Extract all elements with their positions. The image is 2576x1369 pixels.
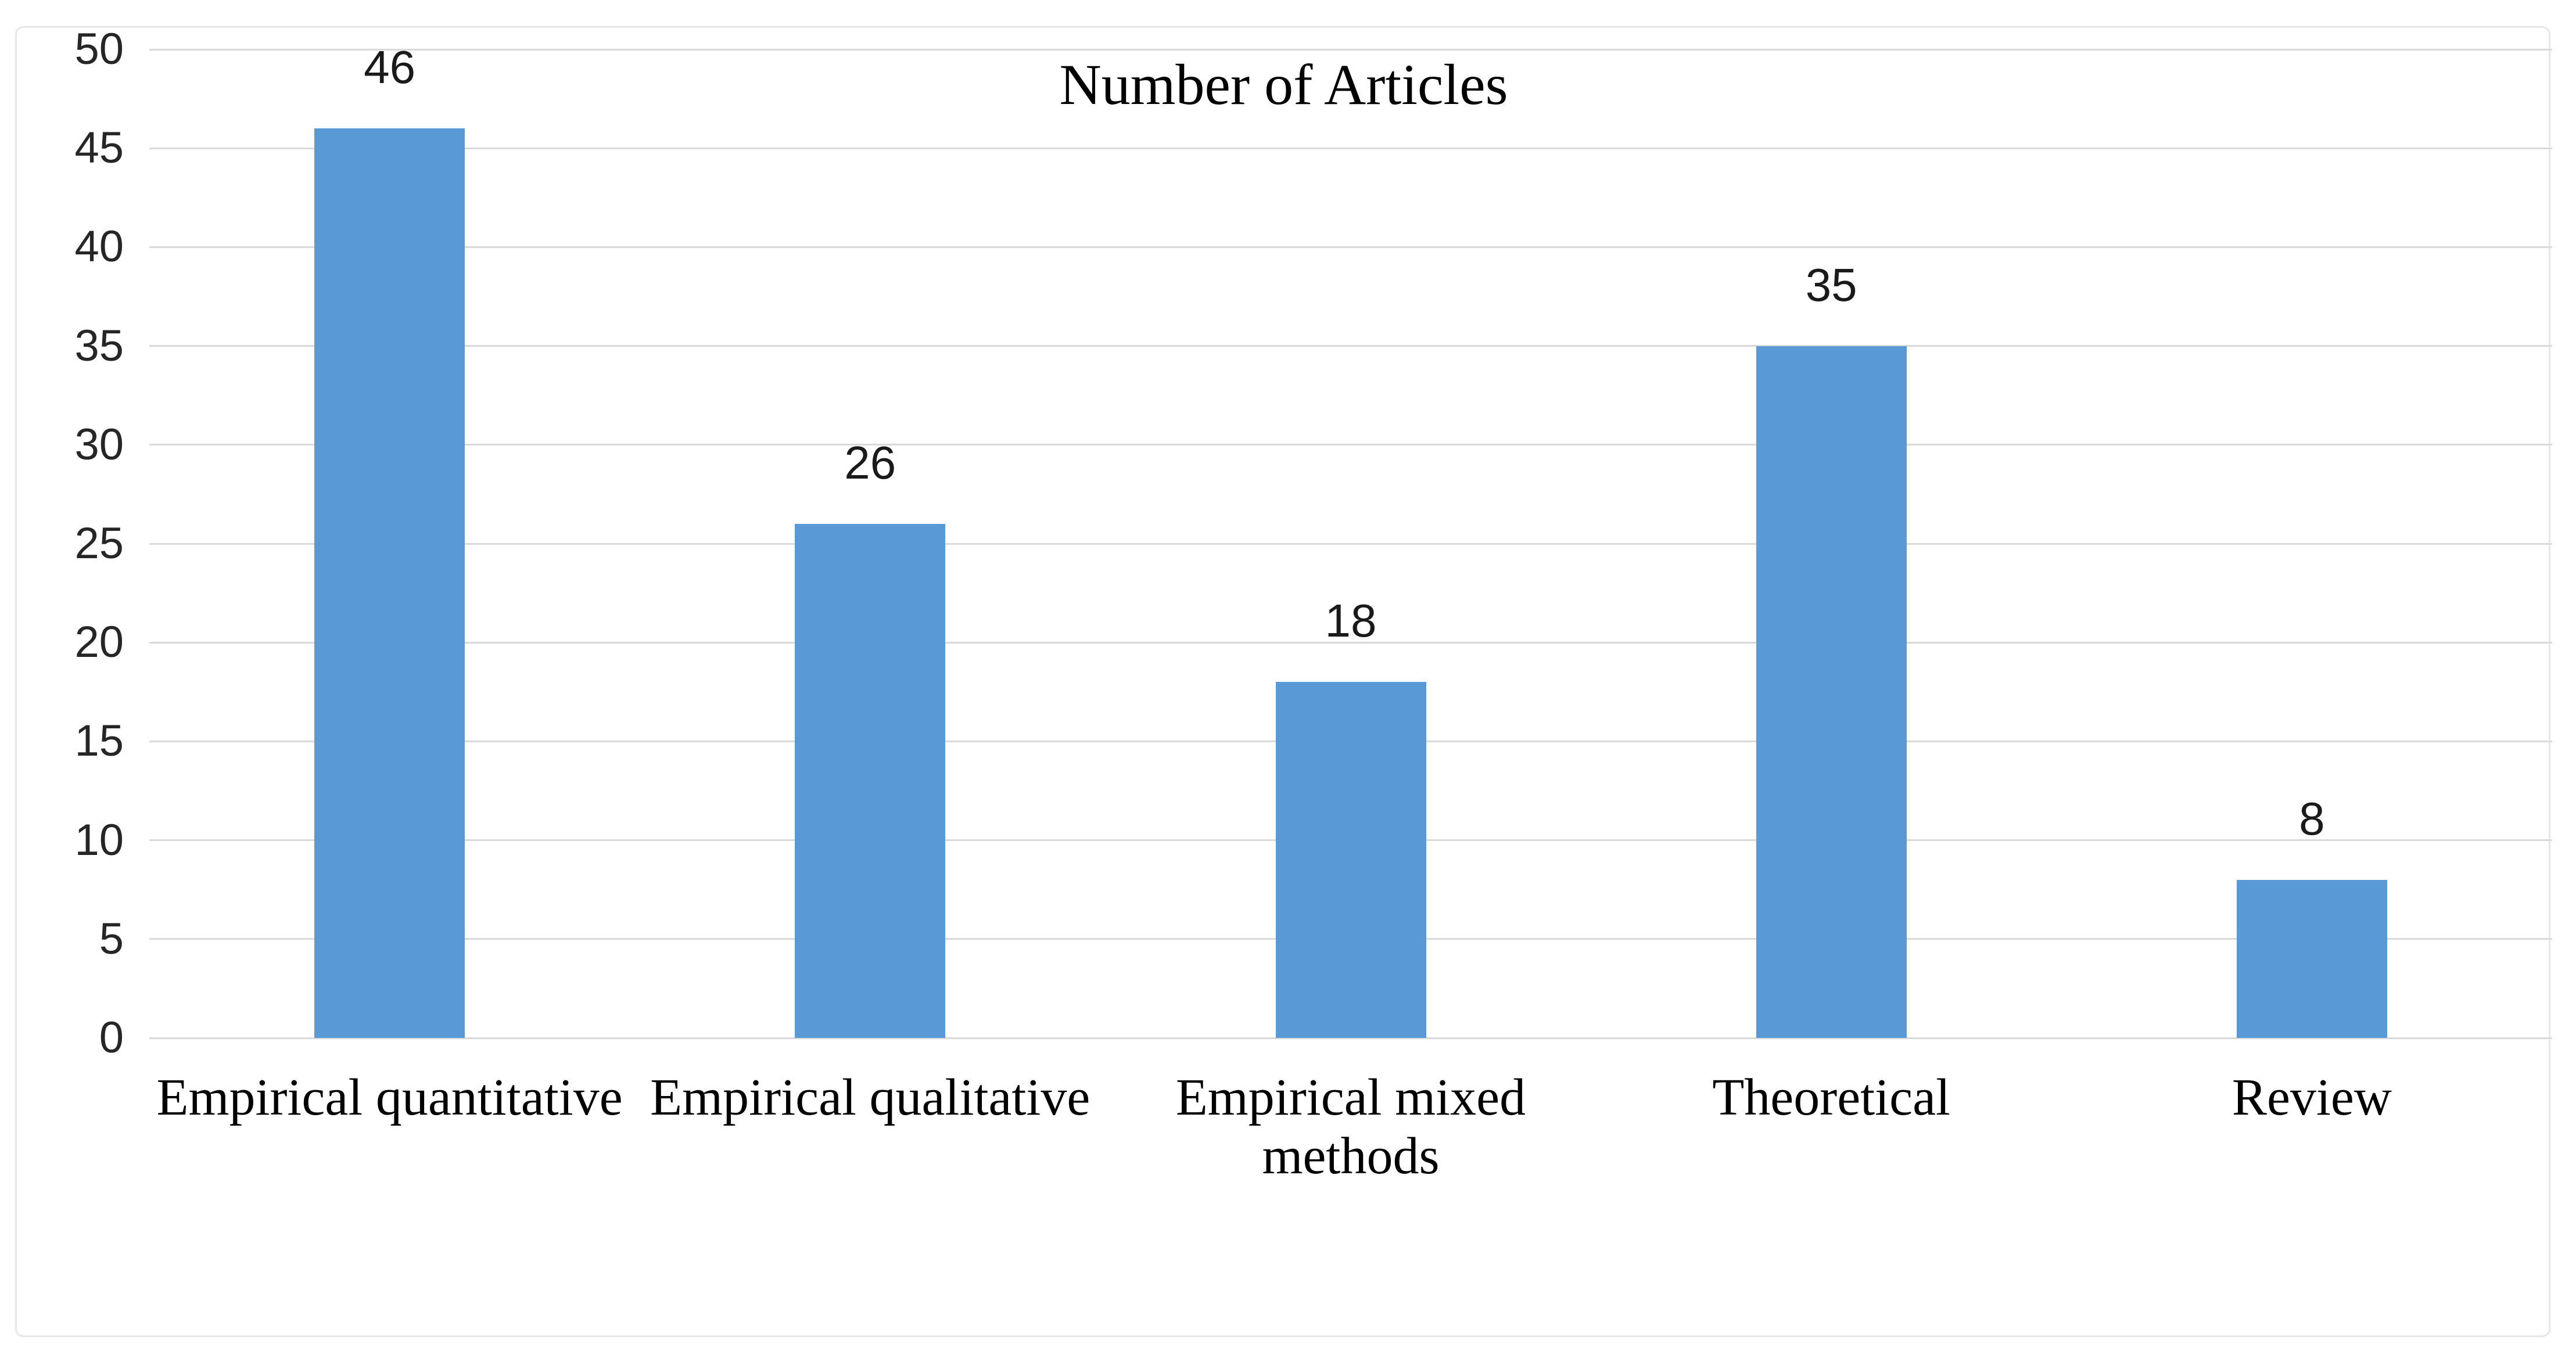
bar-value-label: 26 bbox=[844, 436, 896, 488]
bar-value-label: 8 bbox=[2299, 792, 2325, 845]
gridline bbox=[149, 246, 2552, 248]
y-tick-label: 5 bbox=[99, 914, 124, 964]
bar bbox=[1275, 682, 1426, 1038]
chart-title: Number of Articles bbox=[1059, 52, 1508, 117]
chart-frame bbox=[15, 26, 2550, 1337]
bar-value-label: 18 bbox=[1325, 595, 1377, 647]
y-tick-label: 0 bbox=[99, 1013, 124, 1062]
gridline bbox=[149, 147, 2552, 149]
gridline bbox=[149, 542, 2552, 545]
y-tick-label: 50 bbox=[74, 24, 124, 74]
gridline bbox=[149, 1037, 2552, 1039]
y-tick-label: 15 bbox=[74, 716, 124, 766]
bar bbox=[2236, 879, 2387, 1038]
category-label: Empirical quantitative bbox=[156, 1069, 623, 1126]
bar-value-label: 46 bbox=[364, 41, 416, 94]
bar bbox=[795, 523, 946, 1038]
y-tick-label: 45 bbox=[74, 123, 124, 173]
category-label: Empirical mixed methods bbox=[1175, 1069, 1526, 1185]
y-tick-label: 40 bbox=[74, 222, 124, 272]
gridline bbox=[149, 444, 2552, 446]
bar bbox=[1756, 346, 1907, 1038]
y-tick-label: 35 bbox=[74, 321, 124, 371]
y-tick-label: 20 bbox=[74, 617, 124, 667]
bar-value-label: 35 bbox=[1805, 258, 1857, 311]
gridline bbox=[149, 345, 2552, 347]
y-tick-label: 10 bbox=[74, 815, 124, 865]
category-label: Empirical qualitative bbox=[650, 1069, 1090, 1126]
gridline bbox=[149, 641, 2552, 644]
gridline bbox=[149, 48, 2552, 51]
category-label: Theoretical bbox=[1712, 1069, 1951, 1126]
y-tick-label: 25 bbox=[74, 519, 124, 568]
y-tick-label: 30 bbox=[74, 419, 124, 469]
category-label: Review bbox=[2231, 1069, 2392, 1126]
bar bbox=[314, 128, 465, 1038]
